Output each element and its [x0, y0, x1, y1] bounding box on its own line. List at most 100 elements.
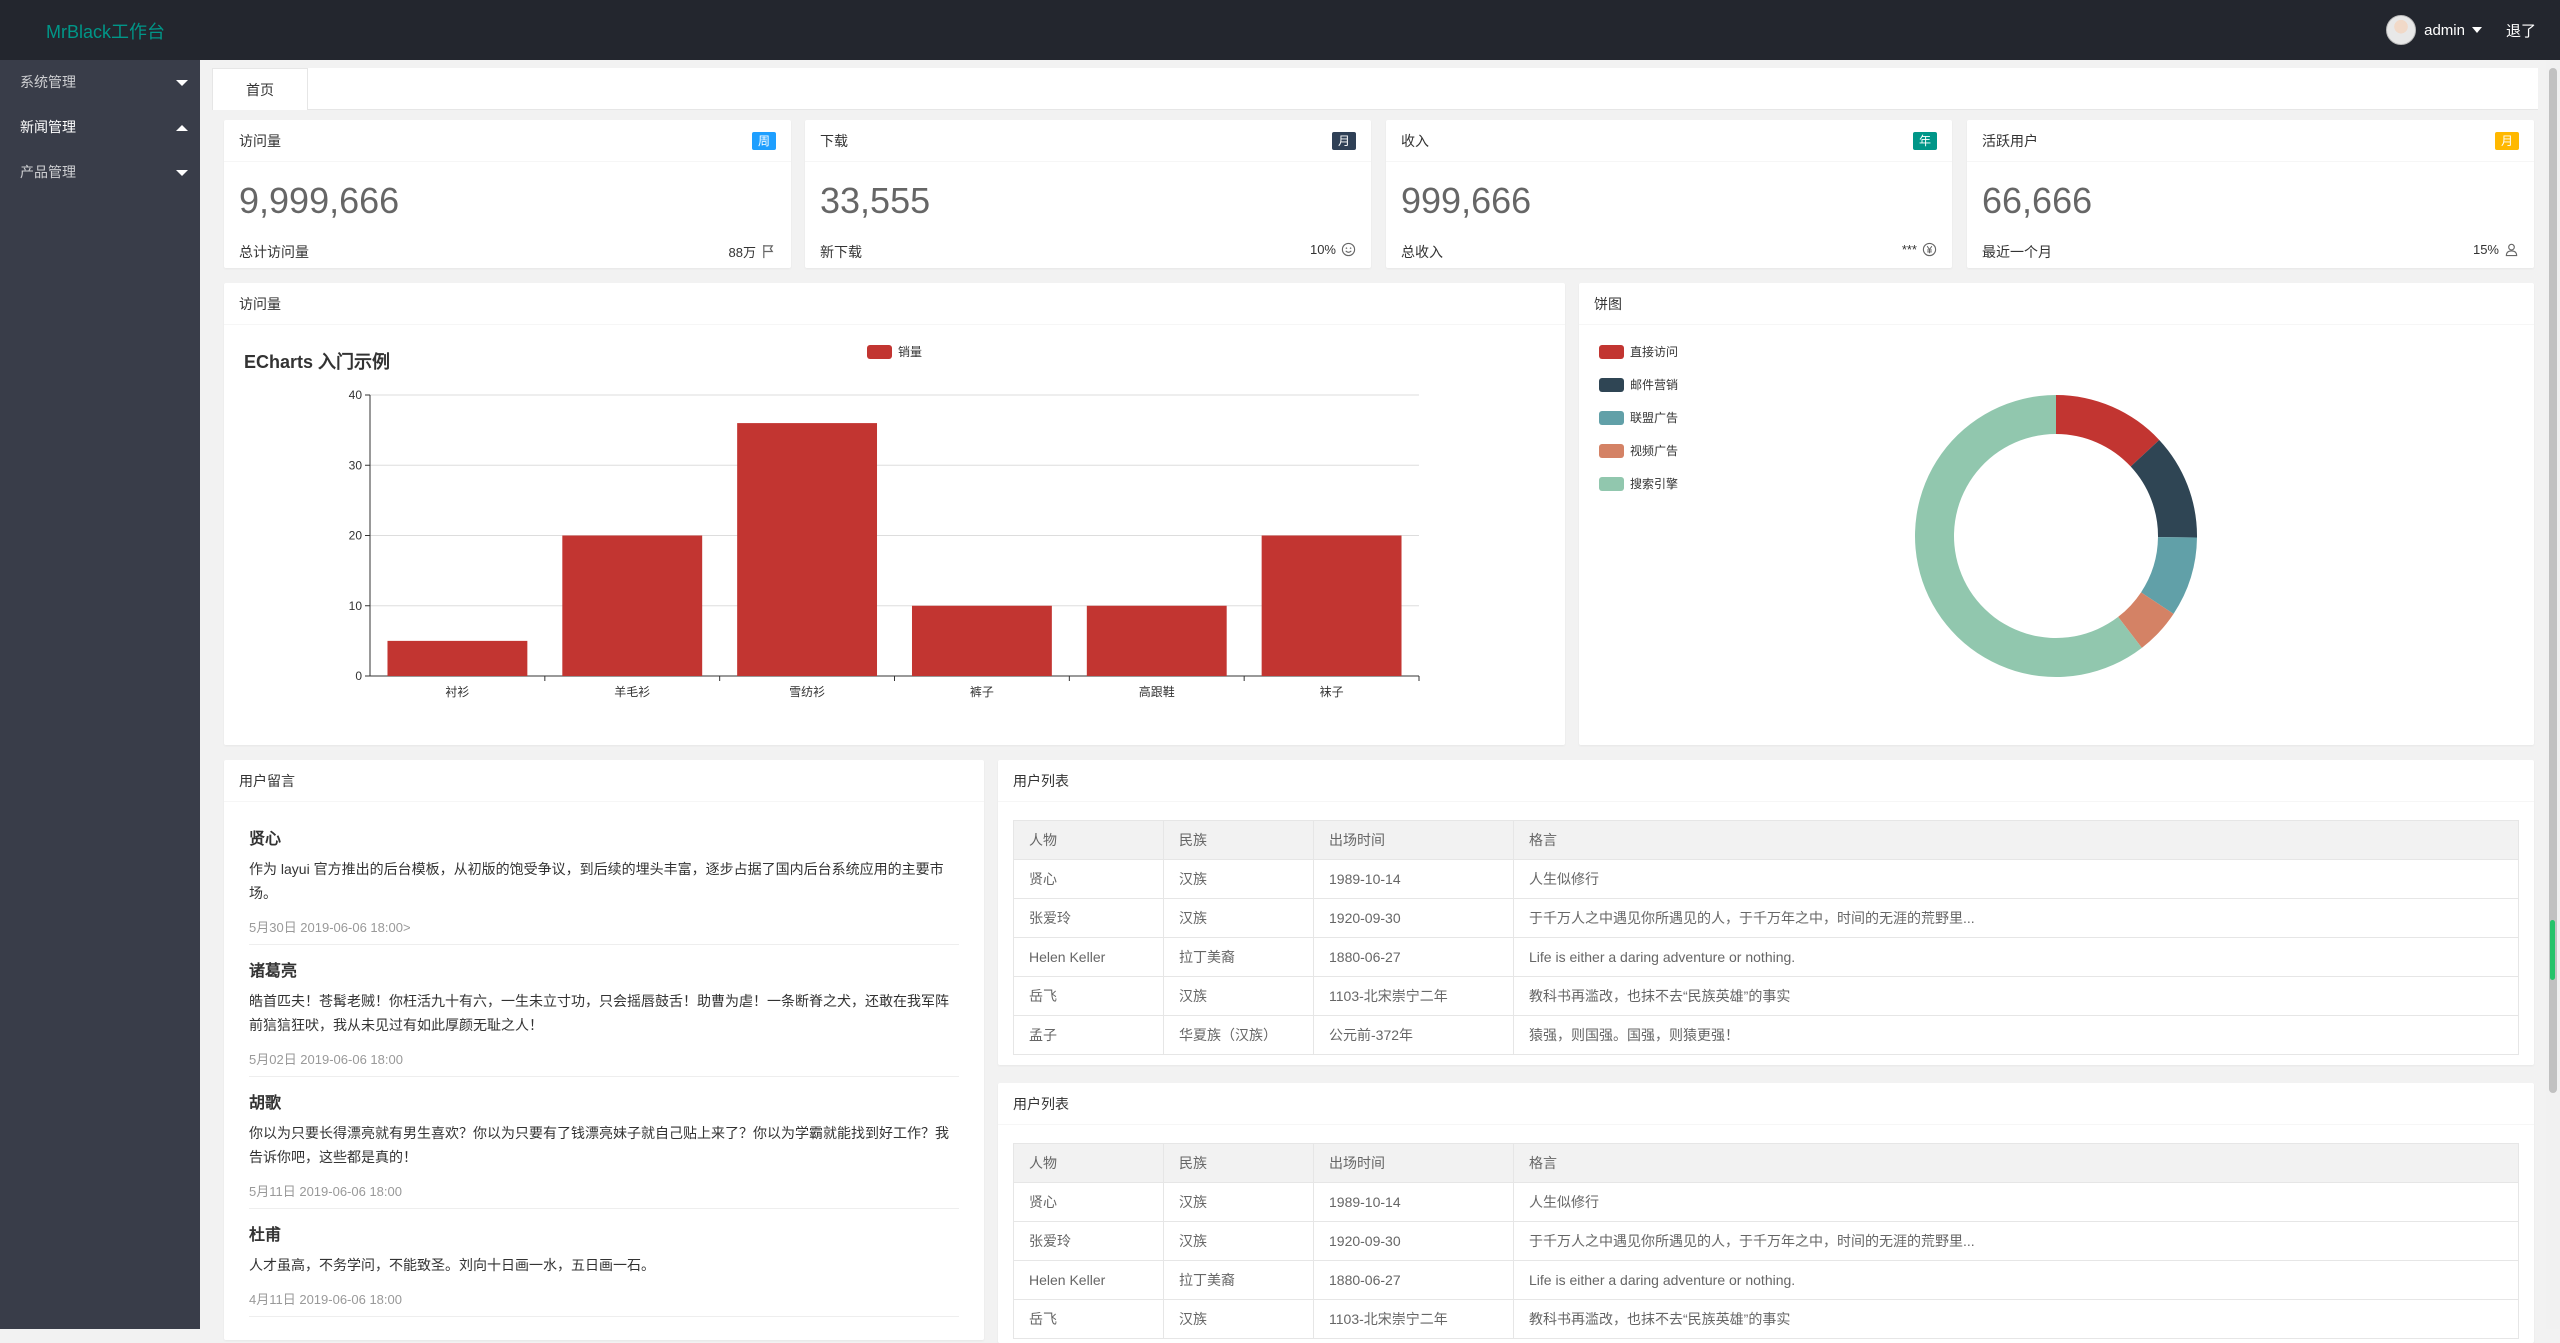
legend-label: 联盟广告 [1630, 411, 1679, 425]
table-row[interactable]: 张爱玲 汉族 1920-09-30 于千万人之中遇见你所遇见的人，于千万年之中，… [1013, 898, 2519, 938]
message-author[interactable]: 胡歌 [249, 1095, 282, 1112]
y-tick-label: 0 [355, 669, 362, 683]
stat-label: 总收入 [1401, 244, 1443, 260]
smile-icon [1341, 242, 1356, 257]
period-badge: 年 [1912, 132, 1937, 150]
table-cell: 贤心 [1013, 859, 1164, 899]
legend-swatch [1599, 377, 1624, 392]
table-cell: Helen Keller [1013, 937, 1164, 977]
pie-slice [2130, 439, 2197, 538]
legend-item[interactable]: 销量 [867, 343, 922, 360]
table-cell: Life is either a daring adventure or not… [1513, 937, 2519, 977]
stat-label: 总计访问量 [239, 244, 309, 260]
legend-label: 搜索引擎 [1630, 477, 1679, 491]
message-text: 人才虽高，不务学问，不能致圣。刘向十日画一水，五日画一石。 [249, 1257, 655, 1273]
table-cell: 孟子 [1013, 1015, 1164, 1055]
column-header[interactable]: 出场时间 [1313, 820, 1514, 860]
messages-card: 用户留言 贤心 作为 layui 官方推出的后台模板，从初版的饱受争议，到后续的… [224, 760, 984, 1340]
column-header[interactable]: 人物 [1013, 820, 1164, 860]
table-cell: 1103-北宋崇宁二年 [1313, 976, 1514, 1016]
legend-label: 销量 [898, 345, 923, 359]
table-cell: 1880-06-27 [1313, 1260, 1514, 1300]
message-author[interactable]: 诸葛亮 [249, 963, 298, 980]
stat-extra: 15% [2473, 242, 2519, 257]
table-cell: 人生似修行 [1513, 1182, 2519, 1222]
column-header[interactable]: 民族 [1163, 820, 1314, 860]
app-logo[interactable]: MrBlack工作台 [46, 22, 166, 42]
page-scrollbar-thumb[interactable] [2549, 68, 2557, 1093]
card-header: 饼图 [1579, 283, 2534, 325]
table-cell: 1103-北宋崇宁二年 [1313, 1299, 1514, 1339]
stat-extra-value: *** [1901, 242, 1917, 257]
legend-swatch [867, 344, 892, 359]
column-header[interactable]: 格言 [1513, 820, 2519, 860]
user-table-card: 用户列表 人物 民族 出场时间 格言 贤心 汉族 1989-10-14 人生似修… [998, 1083, 2534, 1343]
message-author[interactable]: 贤心 [249, 831, 282, 848]
message-text: 你以为只要长得漂亮就有男生喜欢？你以为只要有了钱漂亮妹子就自己贴上来了？你以为学… [249, 1125, 949, 1165]
table-header-row: 人物 民族 出场时间 格言 [1013, 820, 2519, 860]
pie-slice [2141, 537, 2197, 614]
legend-item[interactable]: 视频广告 [1599, 442, 1678, 459]
legend-swatch [1599, 344, 1624, 359]
table-cell: 于千万人之中遇见你所遇见的人，于千万年之中，时间的无涯的荒野里... [1513, 1221, 2519, 1261]
table-row[interactable]: 贤心 汉族 1989-10-14 人生似修行 [1013, 859, 2519, 899]
table-row[interactable]: 岳飞 汉族 1103-北宋崇宁二年 教科书再滥改，也抹不去“民族英雄”的事实 [1013, 1299, 2519, 1339]
sidebar-item-label: 新闻管理 [20, 119, 76, 135]
stat-value: 33,555 [820, 180, 931, 221]
message-item: 诸葛亮 皓首匹夫！苍髯老贼！你枉活九十有六，一生未立寸功，只会摇唇鼓舌！助曹为虐… [249, 957, 959, 1077]
avatar[interactable] [2386, 15, 2417, 45]
tab-home[interactable]: 首页 [212, 68, 308, 110]
table-row[interactable]: 孟子 华夏族（汉族） 公元前-372年 猿强，则国强。国强，则猿更强！ [1013, 1015, 2519, 1055]
column-header[interactable]: 民族 [1163, 1143, 1314, 1183]
stat-extra-value: 88万 [728, 245, 756, 260]
stat-extra-value: 15% [2472, 242, 2499, 257]
legend-swatch [1599, 410, 1624, 425]
legend-item[interactable]: 联盟广告 [1599, 409, 1678, 426]
username[interactable]: admin [2424, 21, 2465, 39]
rmb-icon [1922, 242, 1937, 257]
stat-card-visits: 访问量 周 9,999,666 总计访问量 88万 [224, 120, 791, 268]
user-table: 人物 民族 出场时间 格言 贤心 汉族 1989-10-14 人生似修行 张爱玲… [1013, 1143, 2519, 1339]
message-time: 5月11日 2019-06-06 18:00 [249, 1184, 402, 1199]
table-row[interactable]: 岳飞 汉族 1103-北宋崇宁二年 教科书再滥改，也抹不去“民族英雄”的事实 [1013, 976, 2519, 1016]
table-cell: 岳飞 [1013, 1299, 1164, 1339]
table-cell: 华夏族（汉族） [1163, 1015, 1314, 1055]
table-cell: 汉族 [1163, 1221, 1314, 1261]
sidebar-item-system[interactable]: 系统管理 [0, 60, 200, 105]
flag-icon [763, 244, 774, 259]
legend-item[interactable]: 邮件营销 [1599, 376, 1678, 393]
table-cell: 人生似修行 [1513, 859, 2519, 899]
stat-extra: 88万 [729, 242, 776, 261]
user-table: 人物 民族 出场时间 格言 贤心 汉族 1989-10-14 人生似修行 张爱玲… [1013, 820, 2519, 1055]
table-row[interactable]: Helen Keller 拉丁美裔 1880-06-27 Life is eit… [1013, 937, 2519, 977]
message-author[interactable]: 杜甫 [249, 1227, 282, 1244]
legend-item[interactable]: 直接访问 [1599, 343, 1678, 360]
logout-link[interactable]: 退了 [2505, 22, 2536, 40]
card-title: 饼图 [1594, 296, 1622, 312]
table-cell: 拉丁美裔 [1163, 1260, 1314, 1300]
sidebar: 系统管理 新闻管理 产品管理 [0, 60, 200, 1329]
chevron-down-icon[interactable] [2471, 27, 2482, 33]
card-header: 下载 月 [805, 120, 1371, 162]
x-tick-label: 衬衫 [445, 685, 469, 699]
legend-item[interactable]: 搜索引擎 [1599, 475, 1678, 492]
bar [737, 423, 878, 676]
table-row[interactable]: 张爱玲 汉族 1920-09-30 于千万人之中遇见你所遇见的人，于千万年之中，… [1013, 1221, 2519, 1261]
bar [1261, 535, 1402, 676]
column-header[interactable]: 格言 [1513, 1143, 2519, 1183]
card-header: 访问量 周 [224, 120, 791, 162]
stat-card-active-users: 活跃用户 月 66,666 最近一个月 15% [1967, 120, 2534, 268]
sidebar-item-news[interactable]: 新闻管理 [0, 105, 200, 150]
column-header[interactable]: 人物 [1013, 1143, 1164, 1183]
message-time: 4月11日 2019-06-06 18:00 [249, 1292, 402, 1307]
sidebar-item-label: 系统管理 [20, 74, 76, 90]
table-cell: Helen Keller [1013, 1260, 1164, 1300]
message-item: 贤心 作为 layui 官方推出的后台模板，从初版的饱受争议，到后续的埋头丰富，… [249, 825, 959, 945]
column-header[interactable]: 出场时间 [1313, 1143, 1514, 1183]
table-row[interactable]: 贤心 汉族 1989-10-14 人生似修行 [1013, 1182, 2519, 1222]
table-cell: 拉丁美裔 [1163, 937, 1314, 977]
stat-card-income: 收入 年 999,666 总收入 *** [1386, 120, 1952, 268]
legend-swatch [1599, 476, 1624, 491]
table-row[interactable]: Helen Keller 拉丁美裔 1880-06-27 Life is eit… [1013, 1260, 2519, 1300]
sidebar-item-products[interactable]: 产品管理 [0, 150, 200, 195]
